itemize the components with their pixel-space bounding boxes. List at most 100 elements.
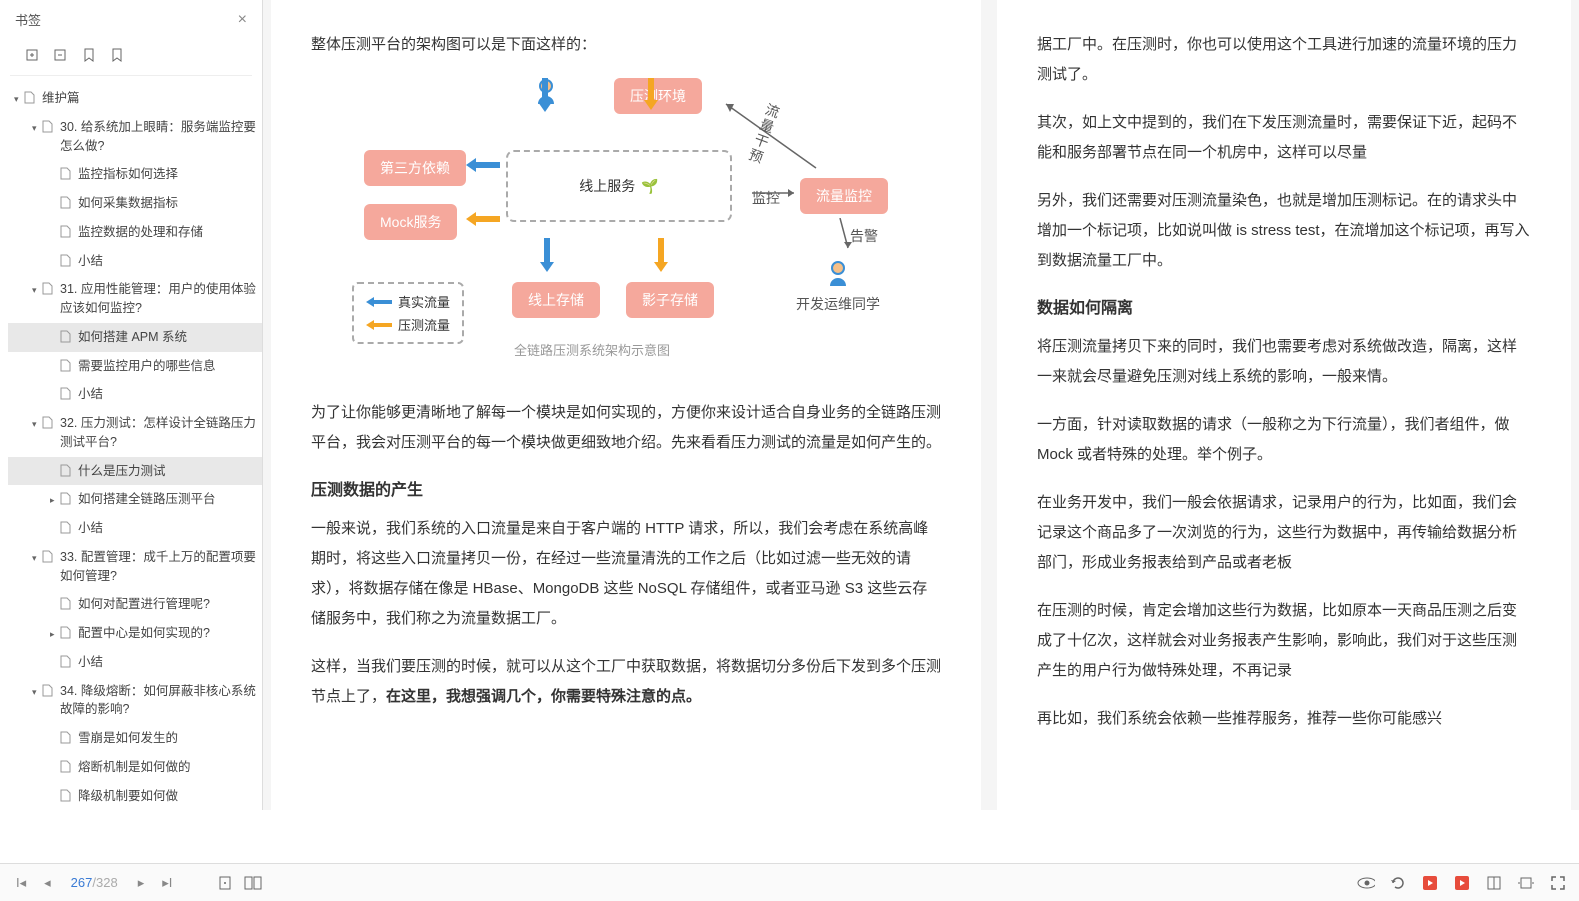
prev-page-button[interactable]: ◂ — [40, 873, 55, 893]
bookmark-item[interactable]: ▸ 配置中心是如何实现的? — [8, 619, 262, 648]
sidebar-title: 书签 — [15, 10, 41, 29]
single-page-icon[interactable] — [216, 874, 234, 892]
bookmark-label: 配置中心是如何实现的? — [78, 624, 256, 643]
chevron-icon: ▾ — [32, 686, 42, 700]
page-icon — [60, 359, 74, 372]
page-icon — [42, 550, 56, 563]
bookmark-item[interactable]: ▾ 34. 降级熔断：如何屏蔽非核心系统故障的影响? — [8, 677, 262, 725]
body-text: 据工厂中。在压测时，你也可以使用这个工具进行加速的流量环境的压力测试了。 — [1037, 30, 1531, 90]
bookmark-label: 什么是压力测试 — [78, 462, 256, 481]
next-page-button[interactable]: ▸ — [134, 873, 149, 893]
fit-width-icon[interactable] — [1517, 874, 1535, 892]
bookmark-item[interactable]: 小结 — [8, 514, 262, 543]
node-online-storage: 线上存储 — [512, 282, 600, 318]
page-icon — [24, 91, 38, 104]
bookmark-item[interactable]: 什么是压力测试 — [8, 457, 262, 486]
intro-text: 整体压测平台的架构图可以是下面这样的： — [311, 30, 941, 60]
body-text: 另外，我们还需要对压测流量染色，也就是增加压测标记。在的请求头中增加一个标记项，… — [1037, 186, 1531, 276]
bookmark-item[interactable]: 小结 — [8, 648, 262, 677]
page-icon — [60, 492, 74, 505]
toolbar-right — [1357, 874, 1567, 892]
page-icon — [60, 167, 74, 180]
bookmark-label: 如何对配置进行管理呢? — [78, 595, 256, 614]
page-icon — [60, 387, 74, 400]
bookmark-item[interactable]: 小结 — [8, 380, 262, 409]
page-icon — [60, 760, 74, 773]
node-monitor: 流量监控 — [800, 178, 888, 214]
last-page-button[interactable]: ▸I — [158, 873, 176, 893]
fullscreen-icon[interactable] — [1549, 874, 1567, 892]
bookmark-label: 34. 降级熔断：如何屏蔽非核心系统故障的影响? — [60, 682, 256, 720]
close-icon[interactable]: × — [238, 11, 247, 29]
bookmark-label: 降级机制要如何做 — [78, 787, 256, 806]
page-icon — [42, 416, 56, 429]
page-icon — [60, 789, 74, 802]
bookmark-item[interactable]: 如何对配置进行管理呢? — [8, 590, 262, 619]
chevron-icon: ▾ — [32, 552, 42, 566]
body-text: 这样，当我们要压测的时候，就可以从这个工厂中获取数据，将数据切分多份后下发到多个… — [311, 652, 941, 712]
bookmark-label: 需要监控用户的哪些信息 — [78, 357, 256, 376]
expand-all-icon[interactable] — [25, 47, 41, 63]
bookmark-item[interactable]: 降级机制要如何做 — [8, 782, 262, 811]
page-icon — [60, 626, 74, 639]
node-third-party: 第三方依赖 — [364, 150, 466, 186]
node-shadow-storage: 影子存储 — [626, 282, 714, 318]
body-text: 将压测流量拷贝下来的同时，我们也需要考虑对系统做改造，隔离，这样一来就会尽量避免… — [1037, 332, 1531, 392]
bookmark-item[interactable]: ▸如何搭建全链路压测平台 — [8, 485, 262, 514]
sidebar-toolbar — [10, 39, 252, 76]
bookmark-item[interactable]: 熔断机制是如何做的 — [8, 753, 262, 782]
bookmark-item[interactable]: 监控指标如何选择 — [8, 160, 262, 189]
bottom-toolbar: I◂ ◂ 267/328 ▸ ▸I — [0, 863, 1579, 901]
layout-icon[interactable] — [1485, 874, 1503, 892]
bookmark-item[interactable]: 如何采集数据指标 — [8, 189, 262, 218]
chevron-icon: ▸ — [50, 628, 60, 642]
devops-icon — [826, 260, 850, 288]
bookmark-item[interactable]: 小结 — [8, 247, 262, 276]
body-text: 一方面，针对读取数据的请求（一般称之为下行流量），我们者组件，做 Mock 或者… — [1037, 410, 1531, 470]
chevron-icon: ▾ — [32, 122, 42, 136]
body-text: 在业务开发中，我们一般会依据请求，记录用户的行为，比如面，我们会记录这个商品多了… — [1037, 488, 1531, 578]
section-heading: 压测数据的产生 — [311, 476, 941, 500]
bookmark-label: 小结 — [78, 653, 256, 672]
bookmarks-sidebar: 书签 × ▾维护篇▾30. 给系统加上眼睛：服务端监控要怎么做?监控指标如何选择… — [0, 0, 263, 810]
bookmark-label: 30. 给系统加上眼睛：服务端监控要怎么做? — [60, 118, 256, 156]
refresh-icon[interactable] — [1389, 874, 1407, 892]
node-env: 压测环境 — [614, 78, 702, 114]
bookmark-item[interactable]: 雪崩是如何发生的 — [8, 724, 262, 753]
bookmark-item[interactable]: 监控数据的处理和存储 — [8, 218, 262, 247]
bookmark-item[interactable]: ▾ 30. 给系统加上眼睛：服务端监控要怎么做? — [8, 113, 262, 161]
page-right: 据工厂中。在压测时，你也可以使用这个工具进行加速的流量环境的压力测试了。 其次，… — [997, 0, 1571, 810]
page-icon — [60, 597, 74, 610]
bookmark-label: 监控指标如何选择 — [78, 165, 256, 184]
bookmark-label: 雪崩是如何发生的 — [78, 729, 256, 748]
bookmark-icon[interactable] — [81, 47, 97, 63]
label-alert: 告警 — [850, 226, 878, 246]
sidebar-header: 书签 × — [0, 0, 262, 39]
page-icon — [42, 120, 56, 133]
chevron-icon: ▾ — [14, 93, 24, 107]
bookmark-add-icon[interactable] — [109, 47, 125, 63]
content-area: 整体压测平台的架构图可以是下面这样的： 压测环境 线上服务 🌱 — [263, 0, 1579, 810]
two-page-icon[interactable] — [244, 874, 262, 892]
bookmark-label: 熔断机制是如何做的 — [78, 758, 256, 777]
bookmark-item[interactable]: ▾ 维护篇 — [8, 84, 262, 113]
play-icon[interactable] — [1421, 874, 1439, 892]
first-page-button[interactable]: I◂ — [12, 873, 30, 893]
bookmark-label: 维护篇 — [42, 89, 256, 108]
bookmark-label: 小结 — [78, 519, 256, 538]
bookmark-item[interactable]: ▾ 33. 配置管理：成千上万的配置项要如何管理? — [8, 543, 262, 591]
bookmark-item[interactable]: 需要监控用户的哪些信息 — [8, 352, 262, 381]
eye-icon[interactable] — [1357, 874, 1375, 892]
chevron-icon: ▸ — [50, 494, 60, 508]
bookmark-item[interactable]: ▾31. 应用性能管理：用户的使用体验应该如何监控? — [8, 275, 262, 323]
node-mock: Mock服务 — [364, 204, 457, 240]
bookmark-item[interactable]: 如何搭建 APM 系统 — [8, 323, 262, 352]
page-indicator[interactable]: 267/328 — [71, 875, 118, 890]
bookmark-label: 33. 配置管理：成千上万的配置项要如何管理? — [60, 548, 256, 586]
page-icon — [60, 731, 74, 744]
label-devops: 开发运维同学 — [796, 294, 880, 314]
record-icon[interactable] — [1453, 874, 1471, 892]
collapse-all-icon[interactable] — [53, 47, 69, 63]
bookmark-item[interactable]: ▾32. 压力测试：怎样设计全链路压力测试平台? — [8, 409, 262, 457]
bookmark-label: 监控数据的处理和存储 — [78, 223, 256, 242]
